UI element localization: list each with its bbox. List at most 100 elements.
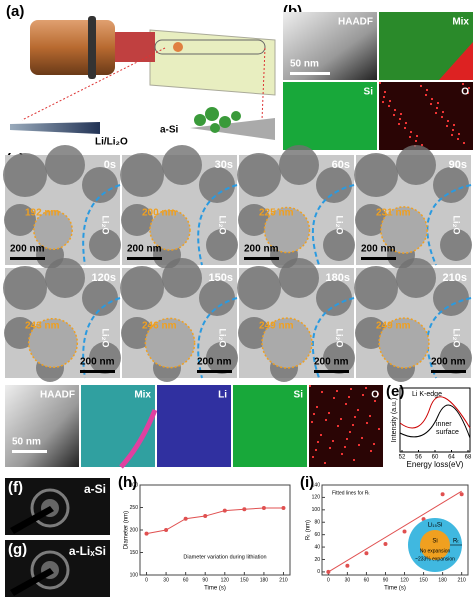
label: Li₂O [101, 329, 111, 348]
label: HAADF [40, 390, 75, 401]
noise [317, 441, 319, 443]
label: 50 nm [290, 59, 319, 70]
label: 249 nm [376, 321, 411, 332]
particle [121, 317, 153, 349]
particle [279, 258, 319, 298]
particle [396, 145, 436, 185]
x-tick-label: 30 [345, 577, 351, 583]
noise [350, 388, 352, 390]
label: Li₂O [218, 329, 228, 348]
noise [349, 431, 351, 433]
label: 180s [326, 272, 350, 284]
point [402, 529, 407, 534]
li2o-boundary [82, 297, 121, 379]
li2o-boundary [82, 184, 121, 266]
map-tile [283, 12, 377, 80]
noise [336, 390, 338, 392]
label: Li K-edge [412, 391, 442, 398]
si-particle [261, 317, 313, 369]
point [164, 528, 169, 532]
label: 243 nm [25, 321, 60, 332]
noise [321, 391, 323, 393]
panel-label: (i) [300, 474, 314, 491]
particle [440, 229, 472, 261]
spectrum [399, 396, 471, 429]
particle [199, 167, 235, 203]
x-tick-label: 120 [221, 577, 230, 583]
noise [340, 418, 342, 420]
scale-bar [127, 257, 162, 260]
axis-label: Diameter (nm) [124, 511, 130, 549]
noise [325, 419, 327, 421]
noise [394, 109, 396, 111]
y-tick-label: 120 [312, 495, 321, 501]
noise [404, 127, 406, 129]
y-tick-label: 0 [317, 569, 320, 575]
noise [357, 409, 359, 411]
scale-bar [197, 370, 232, 373]
panel-label: (e) [386, 383, 404, 400]
y-tick-label: 60 [314, 532, 320, 538]
map-tile [157, 385, 231, 467]
particle [3, 266, 47, 310]
noise [399, 118, 401, 120]
noise [431, 98, 433, 100]
noise [389, 100, 391, 102]
scale-bar [290, 72, 330, 75]
label: 60 [432, 455, 439, 461]
panel-label: (g) [8, 541, 27, 558]
si-particle [144, 317, 196, 369]
panel-label: (a) [6, 3, 24, 20]
x-tick-label: 90 [202, 577, 208, 583]
label: Intensity (a.u.) [391, 398, 398, 442]
noise [365, 387, 367, 389]
particle [162, 258, 202, 298]
x-tick-label: 0 [145, 577, 148, 583]
label: 64 [448, 455, 455, 461]
point [459, 492, 464, 497]
noise [415, 140, 417, 142]
point [144, 531, 149, 536]
y-tick-label: 100 [312, 507, 321, 513]
point [222, 508, 227, 513]
noise [468, 87, 470, 89]
si-particle [33, 210, 73, 250]
point [281, 505, 286, 510]
inset-label: No expansion [420, 548, 451, 554]
inset-label: ~233% expansion [415, 556, 455, 562]
label: 200 nm [314, 357, 349, 368]
si-particle [378, 317, 430, 369]
particle [4, 317, 36, 349]
annotation: Diameter variation during lithiation [183, 554, 266, 560]
particle [238, 204, 270, 236]
noise [362, 394, 364, 396]
label: O [371, 390, 379, 401]
noise [313, 413, 315, 415]
map-tile [283, 82, 377, 150]
label: 200 nm [431, 357, 466, 368]
noise [425, 94, 427, 96]
label: 50 nm [12, 437, 41, 448]
label: 90s [449, 159, 467, 171]
inset-label: Rₜ [453, 539, 459, 545]
label: 68 [465, 455, 472, 461]
noise [388, 105, 390, 107]
label: 200 nm [361, 244, 396, 255]
noise [341, 453, 343, 455]
axis-label: Rₜ (nm) [306, 520, 312, 540]
panel-label: (f) [8, 479, 23, 496]
noise [393, 114, 395, 116]
noise [410, 131, 412, 133]
particle [89, 229, 121, 261]
noise [374, 400, 376, 402]
noise [337, 425, 339, 427]
noise [329, 447, 331, 449]
label: 225 nm [259, 208, 294, 219]
x-tick-label: 0 [327, 577, 330, 583]
legend-text: Fitted lines for Rₜ [332, 490, 370, 496]
noise [366, 422, 368, 424]
point [326, 569, 331, 574]
caption: a-Si [160, 125, 179, 136]
noise [383, 96, 385, 98]
label: 60s [332, 159, 350, 171]
